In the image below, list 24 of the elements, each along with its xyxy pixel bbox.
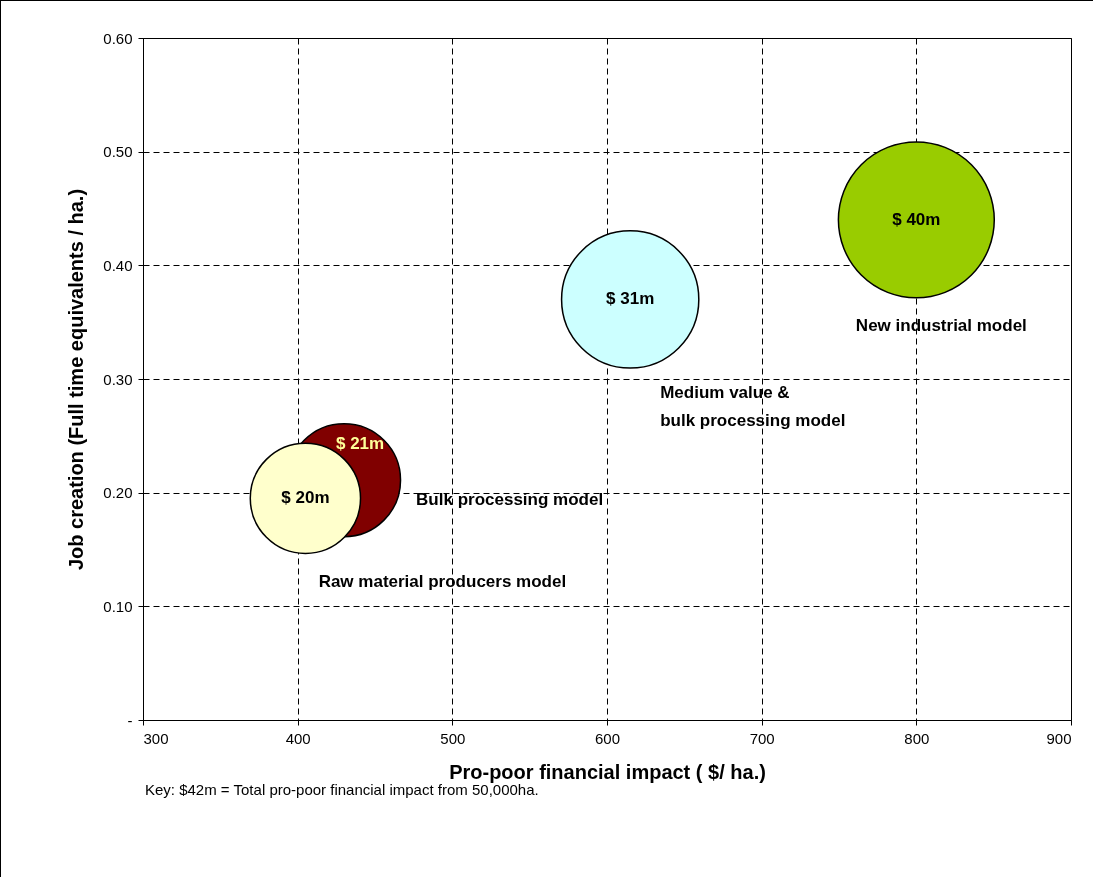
series-label: New industrial model	[855, 315, 1027, 335]
y-axis-title: Job creation (Full time equivalents / ha.)	[65, 188, 88, 571]
y-tick-label: 0.30	[103, 370, 133, 388]
annotation: $ 40m	[892, 209, 941, 229]
x-axis-title: Pro-poor financial impact ( $/ ha.)	[449, 760, 766, 783]
y-tick-label: 0.50	[103, 143, 133, 161]
series-label: Bulk processing model	[416, 490, 604, 510]
y-tick-label: 0.10	[103, 597, 133, 615]
x-tick-label: 600	[594, 729, 621, 747]
y-tick-label: 0.20	[103, 484, 133, 502]
annotation: $ 21m	[335, 434, 385, 454]
x-tick-label: 800	[904, 729, 930, 747]
x-tick-label: 500	[440, 729, 466, 747]
x-tick-label: 900	[1046, 729, 1072, 747]
x-tick-label: 400	[285, 729, 311, 747]
annotation: $ 31m	[606, 289, 655, 309]
y-tick-label: 0.60	[103, 29, 133, 47]
y-tick-label: -	[127, 711, 133, 729]
y-tick-label: 0.40	[103, 256, 133, 274]
series-label: Raw material producers model	[318, 572, 567, 592]
x-tick-label: 700	[749, 729, 775, 747]
series-label: Medium value & bulk processing model	[660, 383, 846, 431]
annotation: $ 20m	[281, 488, 330, 508]
x-tick-label: 300	[143, 729, 169, 747]
